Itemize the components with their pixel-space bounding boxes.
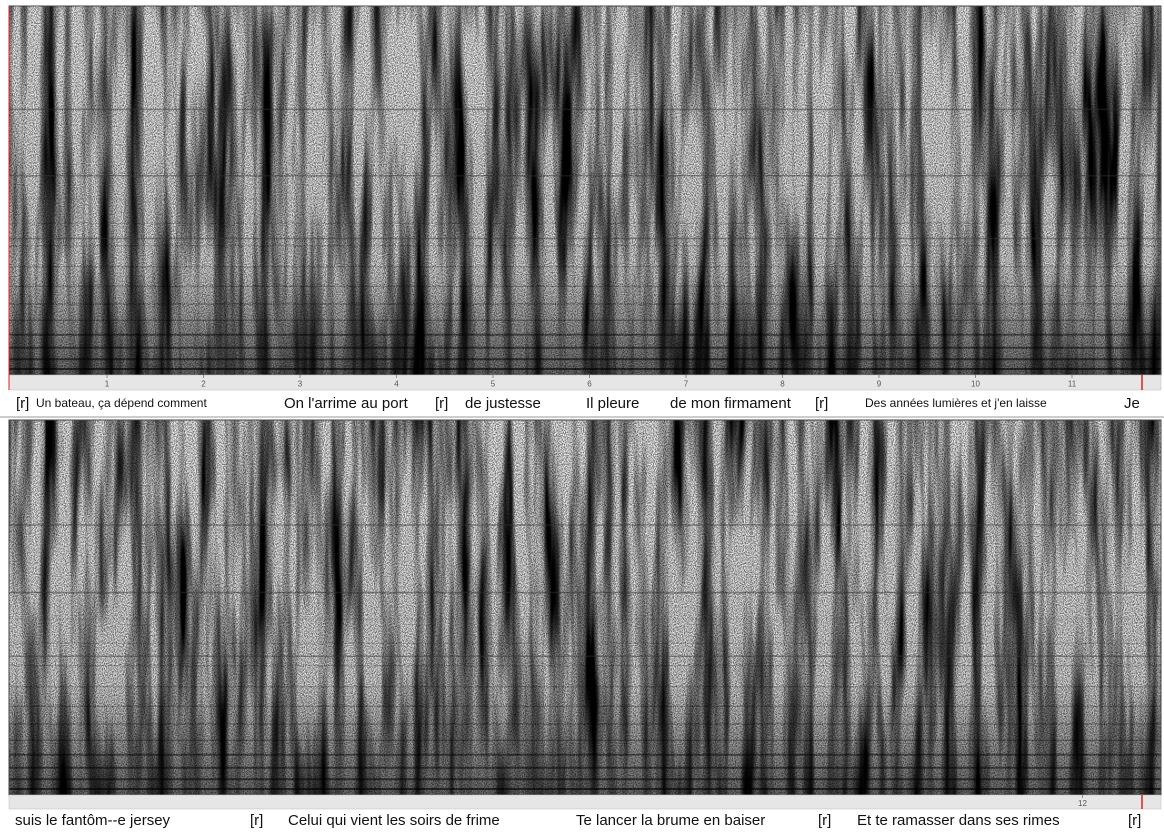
lyric-segment: Je xyxy=(1124,395,1140,412)
lyric-segment: [r] xyxy=(1128,812,1141,829)
lyric-segment: de justesse xyxy=(465,395,541,412)
lyric-segment: suis le fantôm--e jersey xyxy=(15,812,171,829)
time-tick-label: 4 xyxy=(394,380,399,389)
lyric-segment: [r] xyxy=(815,395,828,412)
time-tick-label: 12 xyxy=(1078,799,1087,808)
lyric-segment: Te lancer la brume en baiser xyxy=(576,812,765,829)
lyric-segment: Il pleure xyxy=(586,395,639,412)
lyric-segment: [r] xyxy=(435,395,448,412)
lyric-segment: Des années lumières et j'en laisse xyxy=(865,396,1047,410)
lyric-segment: [r] xyxy=(250,812,263,829)
time-axis xyxy=(8,794,1162,810)
time-tick-label: 6 xyxy=(587,380,592,389)
time-axis xyxy=(8,374,1162,391)
time-tick-label: 2 xyxy=(201,380,206,389)
time-tick-label: 10 xyxy=(971,380,980,389)
time-tick-label: 1 xyxy=(105,380,110,389)
lyric-segment: de mon firmament xyxy=(670,395,792,412)
lyric-segment: Et te ramasser dans ses rimes xyxy=(857,812,1060,829)
time-tick-label: 7 xyxy=(684,380,689,389)
time-tick-label: 11 xyxy=(1068,380,1077,389)
lyric-segment: Celui qui vient les soirs de frime xyxy=(288,812,500,829)
lyric-segment: Un bateau, ça dépend comment xyxy=(36,396,207,410)
time-tick-label: 9 xyxy=(877,380,882,389)
time-tick-label: 8 xyxy=(780,380,785,389)
panel: 121314151617181920212223suis le fantôm--… xyxy=(8,419,1162,829)
panel: 1 2 3 4 5 6 7 8 9 10 11 [r] Un bateau, ça dépend com… xyxy=(8,5,1162,412)
lyric-segment: [r] xyxy=(818,812,831,829)
lyric-segment: [r] xyxy=(16,395,29,412)
time-tick-label: 5 xyxy=(491,380,496,389)
spectrogram-low-band xyxy=(9,420,1161,795)
spectrogram-low-band xyxy=(9,6,1161,375)
lyric-segment: On l'arrime au port xyxy=(284,395,409,412)
time-tick-label: 3 xyxy=(298,380,303,389)
